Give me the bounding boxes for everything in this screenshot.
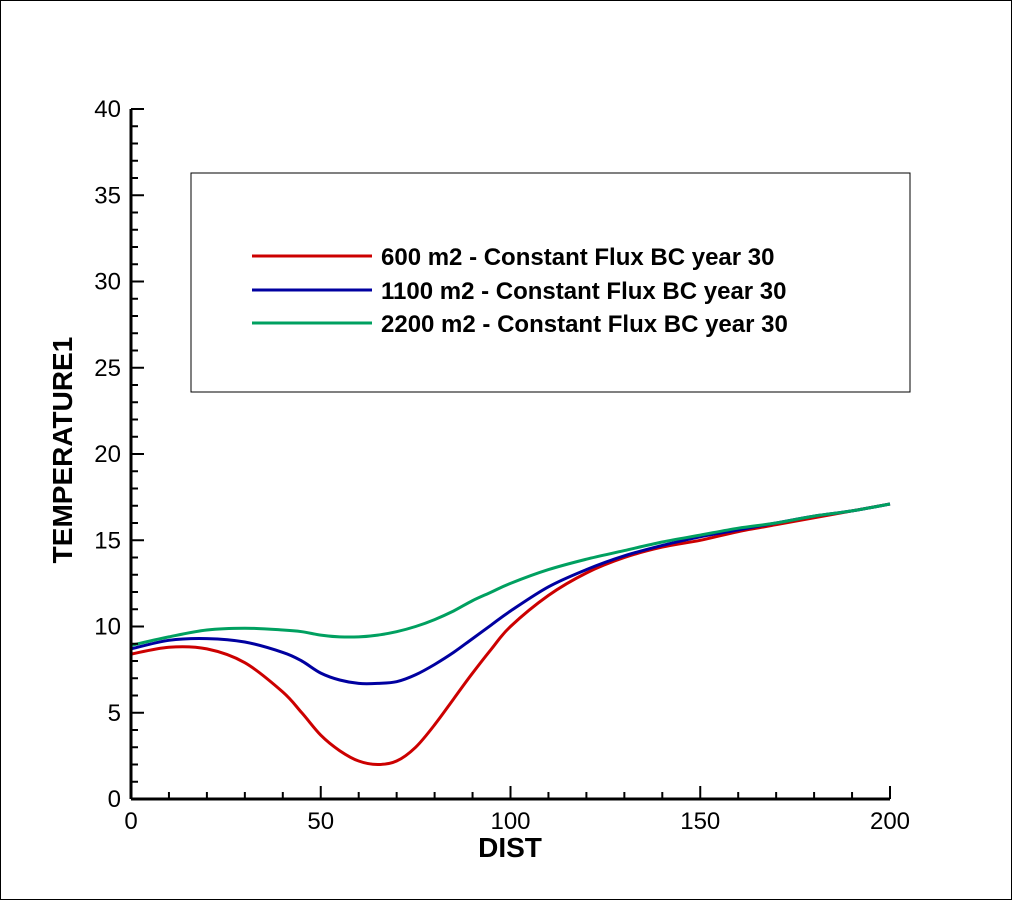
legend: 600 m2 - Constant Flux BC year 30 1100 m2… <box>252 244 788 338</box>
y-tick-label: 20 <box>94 441 121 468</box>
x-tick-label: 150 <box>680 808 720 835</box>
legend-label: 1100 m2 - Constant Flux BC year 30 <box>381 278 787 305</box>
y-tick-label: 30 <box>94 269 121 296</box>
x-tick-label: 50 <box>307 808 334 835</box>
x-tick-label: 0 <box>124 808 137 835</box>
y-tick-label: 10 <box>94 614 121 641</box>
y-axis-title: TEMPERATURE1 <box>47 337 78 564</box>
series-layer <box>130 502 891 766</box>
legend-label: 2200 m2 - Constant Flux BC year 30 <box>381 311 788 338</box>
y-tick-label: 25 <box>94 355 121 382</box>
y-tick-label: 40 <box>94 96 121 123</box>
y-tick-label: 5 <box>108 700 121 727</box>
y-tick-label: 35 <box>94 182 121 209</box>
x-ticks: 0 50 100 150 200 <box>124 786 910 835</box>
y-ticks: 0 5 10 15 20 25 30 35 40 <box>94 96 144 813</box>
x-tick-label: 200 <box>870 808 910 835</box>
series-600-m2-line <box>130 502 891 766</box>
series-2200-m2-line <box>130 502 891 647</box>
y-tick-label: 0 <box>108 786 121 813</box>
series-1100-m2-line <box>130 502 891 686</box>
x-axis-title: DIST <box>478 832 542 863</box>
legend-box <box>190 172 911 393</box>
y-tick-label: 15 <box>94 527 121 554</box>
legend-label: 600 m2 - Constant Flux BC year 30 <box>381 244 774 271</box>
x-tick-label: 100 <box>490 808 530 835</box>
